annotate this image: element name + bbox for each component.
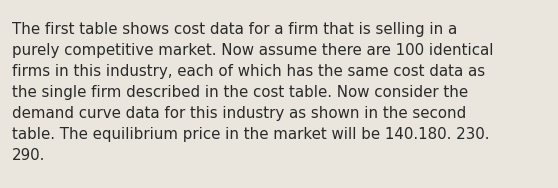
Text: demand curve data for this industry as shown in the second: demand curve data for this industry as s…	[12, 106, 466, 121]
Text: table. The equilibrium price in the market will be 140.180. 230.: table. The equilibrium price in the mark…	[12, 127, 489, 142]
Text: The first table shows cost data for a firm that is selling in a: The first table shows cost data for a fi…	[12, 22, 457, 37]
Text: firms in this industry, each of which has the same cost data as: firms in this industry, each of which ha…	[12, 64, 485, 79]
Text: purely competitive market. Now assume there are 100 identical: purely competitive market. Now assume th…	[12, 43, 493, 58]
Text: 290.: 290.	[12, 148, 45, 163]
Text: the single firm described in the cost table. Now consider the: the single firm described in the cost ta…	[12, 85, 468, 100]
